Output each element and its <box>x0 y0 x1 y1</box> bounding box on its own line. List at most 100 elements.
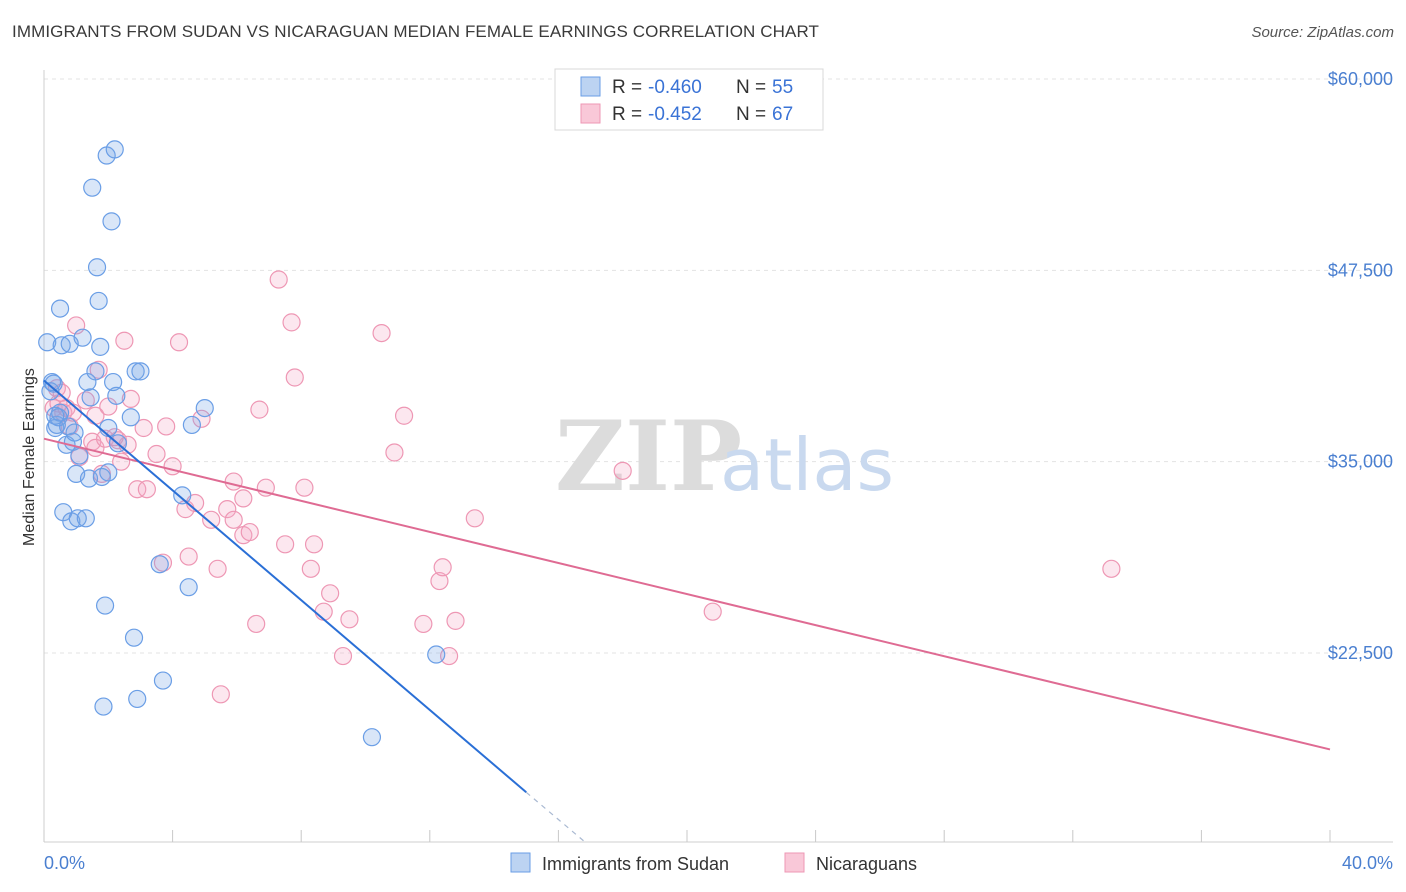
sudan-point <box>195 398 214 418</box>
legend-r-sudan: -0.460 <box>648 77 702 98</box>
nicaraguans-point <box>285 368 304 387</box>
nicaraguans-point <box>340 610 359 629</box>
nicaraguans-trend-line <box>43 437 1331 751</box>
sudan-point <box>46 406 65 425</box>
nicaraguans-point <box>321 584 340 603</box>
bottom-legend-swatch-nicaraguans <box>784 852 805 873</box>
nicaraguans-point <box>137 480 156 499</box>
nicaraguans-point <box>282 313 301 332</box>
y-tick-label: $60,000 <box>1328 69 1393 89</box>
sudan-point <box>44 374 63 393</box>
legend-swatch-sudan <box>580 76 601 97</box>
y-tick-label: $22,500 <box>1328 643 1393 663</box>
nicaraguans-point <box>218 500 237 519</box>
legend-box: R = -0.460 N = 55 R = -0.452 N = 67 <box>554 68 824 131</box>
nicaraguans-point <box>446 611 465 630</box>
sudan-point <box>179 578 198 597</box>
nicaraguans-point <box>247 614 266 634</box>
nicaraguans-point <box>208 559 227 578</box>
nicaraguans-point <box>301 559 320 578</box>
nicaraguans-point <box>613 461 632 480</box>
bottom-legend-nicaraguans: Nicaraguans <box>816 854 917 874</box>
bottom-legend: Immigrants from Sudan Nicaraguans <box>510 852 917 874</box>
nicaraguans-point <box>276 535 295 554</box>
nicaraguans-point <box>202 510 221 529</box>
y-tick-label: $47,500 <box>1328 260 1393 280</box>
nicaraguans-point <box>465 509 484 528</box>
nicaraguans-point <box>179 547 198 566</box>
nicaraguans-point <box>128 480 147 499</box>
nicaraguans-point <box>224 510 243 529</box>
sudan-point <box>104 372 123 392</box>
sudan-point <box>128 689 147 709</box>
nicaraguans-point <box>134 418 153 438</box>
sudan-point <box>99 418 118 438</box>
legend-swatch-nicaraguans <box>580 103 601 124</box>
nicaraguans-point <box>115 331 134 350</box>
sudan-point <box>362 728 382 747</box>
nicaraguans-point <box>234 489 253 508</box>
x-tick-label: 0.0% <box>44 853 85 873</box>
sudan-point <box>107 386 126 405</box>
nicaraguans-point <box>157 417 176 436</box>
x-tick-label: 40.0% <box>1342 853 1393 873</box>
sudan-point <box>150 555 169 574</box>
legend-r-label: R = <box>612 104 642 125</box>
sudan-point <box>91 337 110 356</box>
watermark-atlas: atlas <box>720 423 894 507</box>
sudan-point <box>102 212 121 231</box>
trend-lines <box>43 379 1331 842</box>
nicaraguans-point <box>433 558 452 577</box>
y-axis-label: Median Female Earnings <box>21 368 38 546</box>
nicaraguans-point <box>269 270 288 289</box>
sudan-point <box>86 362 105 381</box>
nicaraguans-point <box>394 406 414 425</box>
legend-n-sudan: 55 <box>772 77 793 98</box>
nicaraguans-point <box>372 323 391 343</box>
sudan-point <box>124 628 144 647</box>
nicaraguans-point <box>121 389 140 409</box>
legend-r-nicaraguans: -0.452 <box>648 104 702 125</box>
gridlines <box>44 78 1393 654</box>
nicaraguans-point <box>147 444 166 464</box>
x-tick-labels: 0.0% 40.0% <box>44 853 1393 873</box>
bottom-legend-sudan: Immigrants from Sudan <box>542 854 729 874</box>
sudan-point <box>50 403 70 422</box>
chart-title: IMMIGRANTS FROM SUDAN VS NICARAGUAN MEDI… <box>12 22 819 41</box>
nicaraguans-point <box>703 602 722 621</box>
nicaraguans-point <box>192 409 211 428</box>
sudan-point <box>65 423 84 442</box>
sudan-point <box>99 463 118 482</box>
nicaraguans-point <box>76 391 95 410</box>
nicaraguans-point <box>240 522 259 542</box>
sudan-trend-line <box>43 379 527 794</box>
nicaraguans-point <box>333 646 353 666</box>
nicaraguans-point <box>250 400 269 419</box>
sudan-point <box>81 388 100 407</box>
sudan-point <box>131 362 150 381</box>
sudan-point <box>76 509 95 528</box>
nicaraguans-point <box>430 571 449 591</box>
sudan-point <box>427 645 446 664</box>
legend-n-label: N = <box>736 104 766 125</box>
sudan-point <box>173 486 192 505</box>
axes <box>43 70 1393 843</box>
sudan-point <box>121 408 140 427</box>
sudan-point <box>95 596 115 615</box>
series-sudan <box>38 140 446 747</box>
y-tick-labels: $22,500 $35,000 $47,500 $60,000 <box>1328 69 1393 663</box>
y-tick-label: $35,000 <box>1328 452 1393 472</box>
sudan-point <box>83 178 102 197</box>
sudan-point <box>73 328 92 347</box>
bottom-legend-swatch-sudan <box>510 852 531 873</box>
sudan-point <box>89 291 108 311</box>
nicaraguans-point <box>169 333 189 352</box>
legend-n-nicaraguans: 67 <box>772 104 793 125</box>
nicaraguans-point <box>224 472 243 491</box>
sudan-point <box>182 415 201 435</box>
sudan-point <box>87 258 107 277</box>
nicaraguans-point <box>211 685 230 704</box>
sudan-point <box>153 671 173 690</box>
nicaraguans-point <box>295 478 314 497</box>
sudan-point <box>92 467 111 487</box>
